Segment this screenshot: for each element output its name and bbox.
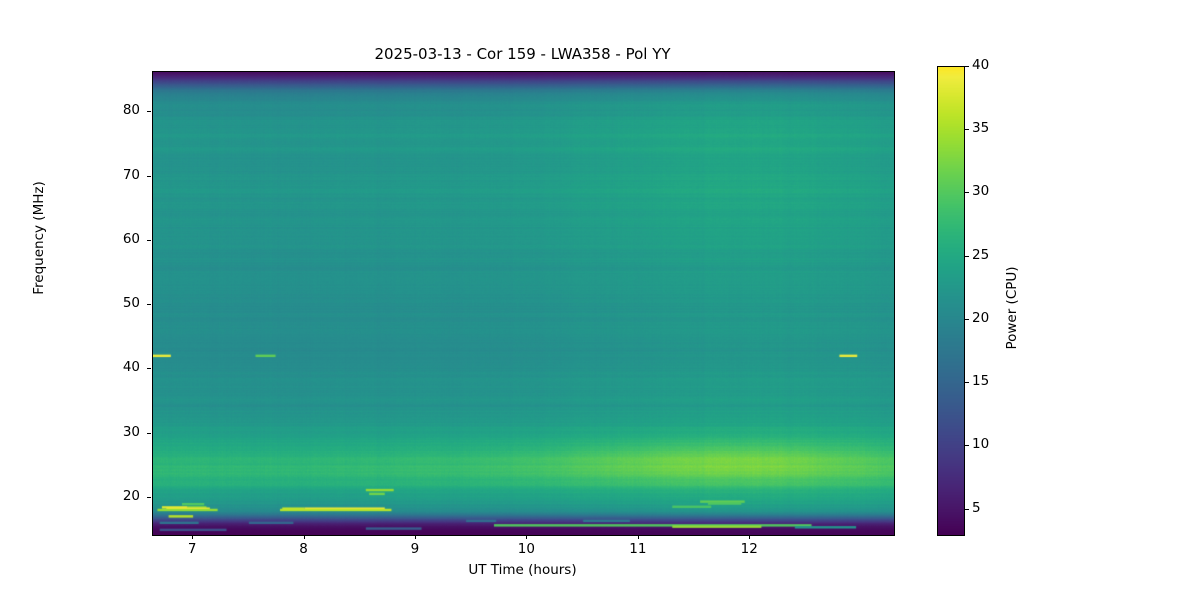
y-tick-mark <box>147 239 151 241</box>
x-tick-mark <box>637 535 639 539</box>
y-tick-label: 70 <box>122 166 140 183</box>
x-tick-mark <box>303 535 305 539</box>
colorbar-tick-label: 15 <box>972 373 990 390</box>
colorbar-tick-mark <box>965 508 969 510</box>
x-tick-label: 7 <box>187 541 197 557</box>
y-tick-label: 50 <box>122 295 140 312</box>
colorbar-tick-mark <box>965 445 969 447</box>
colorbar-tick-label: 40 <box>972 57 990 73</box>
x-tick-label: 8 <box>299 541 308 557</box>
colorbar-axes <box>937 66 965 536</box>
colorbar-label: Power (CPU) <box>1004 266 1020 350</box>
y-axis-label: Frequency (MHz) <box>31 181 47 295</box>
colorbar-tick-mark <box>965 129 969 131</box>
colorbar-tick-mark <box>965 255 969 257</box>
page-title: 2025-03-13 - Cor 159 - LWA358 - Pol YY <box>374 45 671 63</box>
colorbar-tick-label: 20 <box>972 309 990 326</box>
spectrogram-axes <box>152 71 895 536</box>
colorbar-tick-label: 10 <box>972 436 990 453</box>
y-tick-label: 80 <box>122 102 140 119</box>
colorbar-tick-mark <box>965 318 969 320</box>
x-tick-mark <box>749 535 751 539</box>
y-tick-label: 40 <box>122 359 140 376</box>
y-tick-mark <box>147 368 151 370</box>
y-tick-label: 30 <box>122 423 140 440</box>
x-tick-mark <box>414 535 416 539</box>
spectrogram-image <box>153 72 894 535</box>
colorbar-tick-label: 30 <box>972 183 990 200</box>
y-tick-mark <box>147 175 151 177</box>
y-tick-mark <box>147 496 151 498</box>
x-tick-mark <box>192 535 194 539</box>
colorbar-tick-label: 5 <box>972 499 981 516</box>
y-tick-mark <box>147 304 151 306</box>
x-tick-label: 9 <box>410 541 420 557</box>
x-tick-label: 10 <box>517 541 535 557</box>
y-tick-label: 60 <box>122 230 140 247</box>
y-tick-label: 20 <box>122 487 140 504</box>
x-axis-label: UT Time (hours) <box>468 562 577 578</box>
colorbar-tick-label: 35 <box>972 120 990 137</box>
y-tick-mark <box>147 432 151 434</box>
colorbar-tick-mark <box>965 382 969 384</box>
colorbar-tick-label: 25 <box>972 246 990 263</box>
colorbar-tick-mark <box>965 66 969 67</box>
y-tick-mark <box>147 111 151 113</box>
x-tick-label: 11 <box>629 541 647 557</box>
colorbar-tick-mark <box>965 192 969 194</box>
x-tick-mark <box>526 535 528 539</box>
x-tick-label: 12 <box>740 541 758 557</box>
